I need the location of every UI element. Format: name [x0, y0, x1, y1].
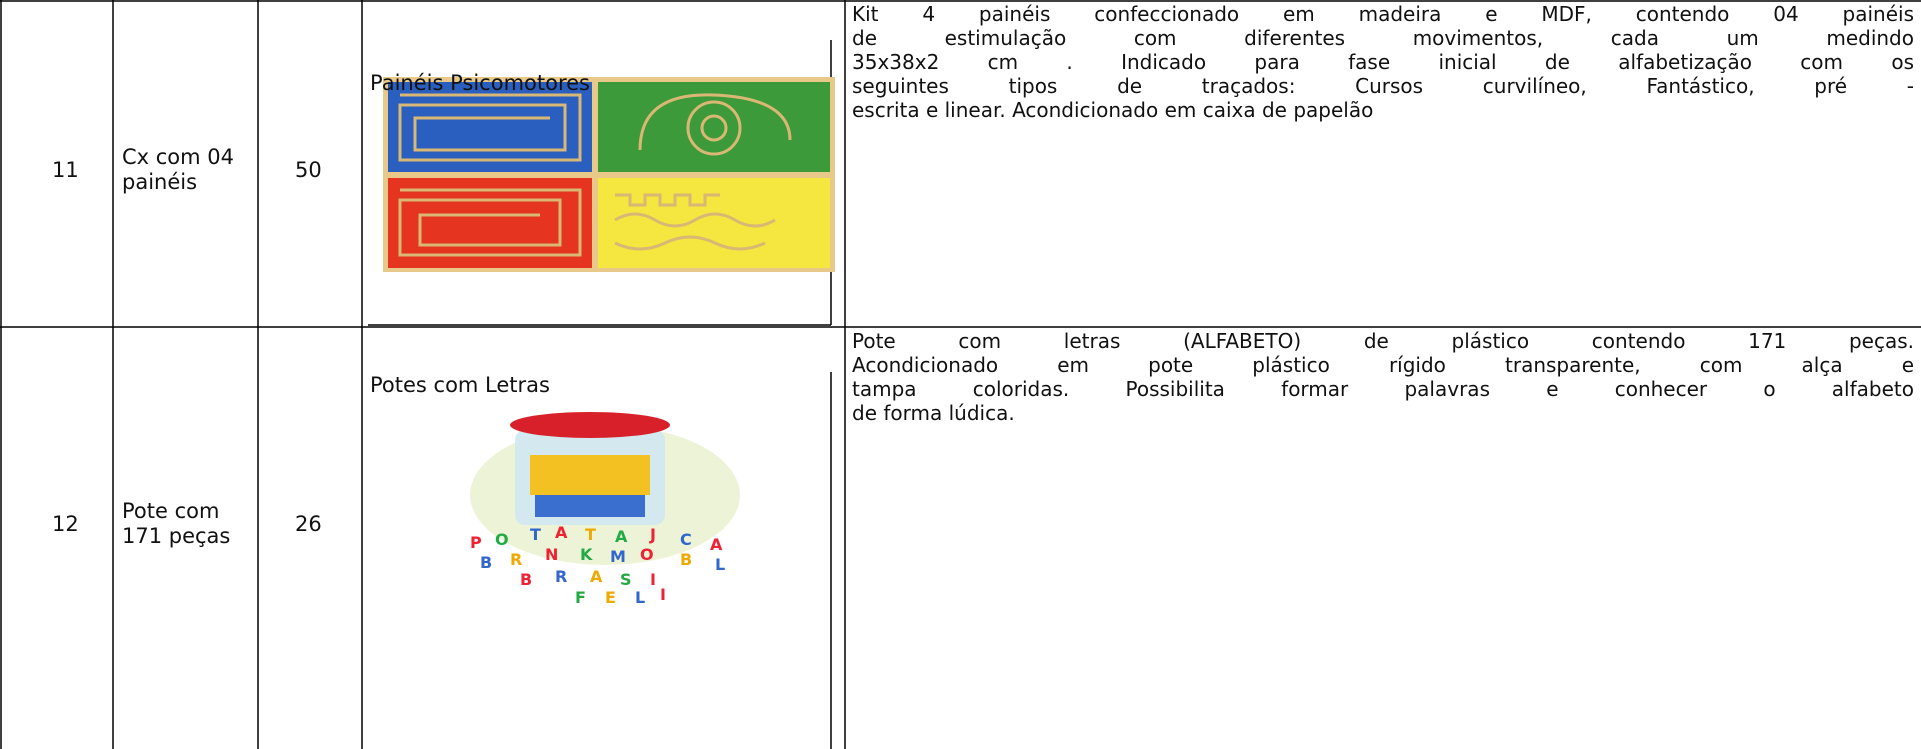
description-line: de forma lúdica. — [852, 401, 1015, 425]
svg-text:B: B — [520, 570, 532, 589]
unit: Pote com — [122, 499, 220, 523]
svg-text:P: P — [470, 533, 482, 552]
quantity: 26 — [295, 512, 322, 536]
svg-text:A: A — [615, 527, 628, 546]
svg-text:A: A — [590, 567, 603, 586]
description-line: 35x38x2 cm . Indicado para fase inicial … — [852, 50, 1914, 74]
description-line: tampa coloridas. Possibilita formar pala… — [852, 377, 1914, 401]
svg-text:K: K — [580, 545, 593, 564]
description-line: seguintes tipos de traçados: Cursos curv… — [852, 74, 1914, 98]
svg-text:N: N — [545, 545, 558, 564]
unit: 171 peças — [122, 524, 231, 548]
svg-text:S: S — [620, 570, 632, 589]
svg-text:T: T — [585, 525, 596, 544]
svg-text:I: I — [650, 570, 656, 589]
description-line: de estimulação com diferentes movimentos… — [852, 26, 1914, 50]
svg-text:L: L — [635, 588, 645, 607]
svg-text:A: A — [555, 523, 568, 542]
svg-text:F: F — [575, 588, 586, 607]
svg-text:T: T — [530, 525, 541, 544]
unit: painéis — [122, 170, 198, 194]
svg-text:R: R — [555, 567, 567, 586]
quantity: 50 — [295, 158, 322, 182]
description-line: Acondicionado em pote plástico rígido tr… — [852, 353, 1914, 377]
description-line: Kit 4 painéis confeccionado em madeira e… — [852, 2, 1914, 26]
svg-text:R: R — [510, 550, 522, 569]
svg-text:E: E — [605, 588, 616, 607]
svg-text:A: A — [710, 535, 723, 554]
svg-text:C: C — [680, 530, 692, 549]
description: Pote com letras (ALFABETO) de plástico c… — [852, 329, 1914, 425]
svg-text:M: M — [610, 547, 626, 566]
item-number: 11 — [52, 158, 79, 182]
description: Kit 4 painéis confeccionado em madeira e… — [852, 2, 1914, 122]
svg-text:I: I — [660, 585, 666, 604]
svg-text:B: B — [680, 550, 692, 569]
description-line: Pote com letras (ALFABETO) de plástico c… — [852, 329, 1914, 353]
item-number: 12 — [52, 512, 79, 536]
svg-text:L: L — [715, 555, 725, 574]
svg-text:O: O — [640, 545, 654, 564]
product-name: Painéis Psicomotores — [370, 71, 590, 95]
description-line: escrita e linear. Acondicionado em caixa… — [852, 98, 1374, 122]
product-name: Potes com Letras — [370, 373, 550, 397]
svg-text:B: B — [480, 553, 492, 572]
unit: Cx com 04 — [122, 145, 235, 169]
svg-text:O: O — [495, 530, 509, 549]
svg-text:J: J — [649, 525, 656, 544]
panels-image — [383, 77, 835, 272]
